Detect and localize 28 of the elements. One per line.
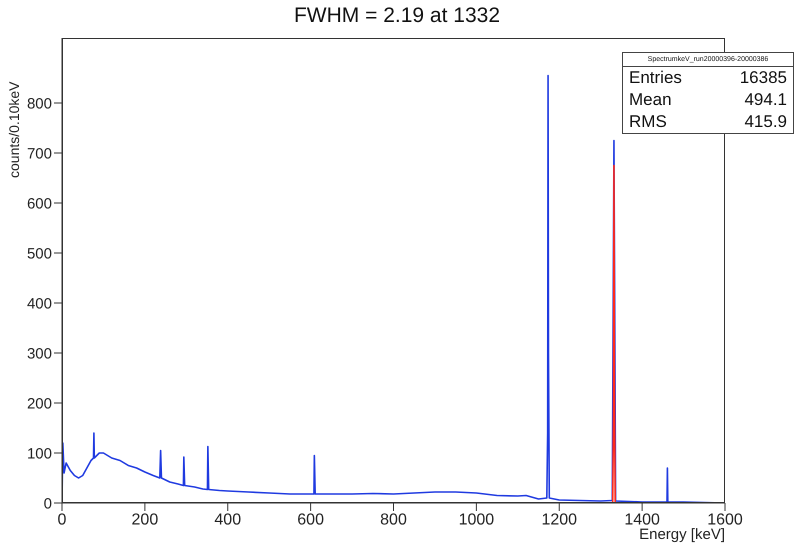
y-tick-label: 300 [26, 345, 52, 362]
y-tick-label: 700 [26, 145, 52, 162]
y-tick-label: 400 [26, 295, 52, 312]
annotation: Entries [629, 68, 682, 88]
text: 494.1 [744, 90, 787, 110]
y-tick-label: 800 [26, 95, 52, 112]
x-tick-label: 200 [132, 511, 158, 528]
x-tick-label: 1400 [624, 511, 660, 528]
chart-title: FWHM = 2.19 at 1332 [292, 4, 501, 28]
x-tick-label: 400 [214, 511, 242, 528]
y-tick-label: 500 [26, 245, 52, 262]
annotation: Mean [629, 90, 672, 110]
line-series [612, 164, 616, 503]
annotation: RMS [629, 112, 667, 132]
x-tick-label: 1600 [707, 511, 743, 528]
x-tick-label: 1000 [458, 511, 494, 528]
y-axis-title: counts/0.10keV [6, 81, 22, 178]
y-tick-label: 0 [44, 495, 52, 512]
y-tick-label: 600 [26, 195, 52, 212]
y-tick-label: 200 [26, 395, 52, 412]
y-tick-label: 100 [26, 445, 52, 462]
x-axis-title: Energy [keV] [639, 526, 725, 543]
text: 415.9 [744, 112, 787, 132]
x-tick-label: 800 [380, 511, 407, 528]
text: 16385 [740, 68, 787, 88]
x-tick-label: 600 [297, 511, 324, 528]
x-tick-label: 1200 [541, 511, 578, 528]
x-tick-label: 0 [58, 511, 67, 528]
